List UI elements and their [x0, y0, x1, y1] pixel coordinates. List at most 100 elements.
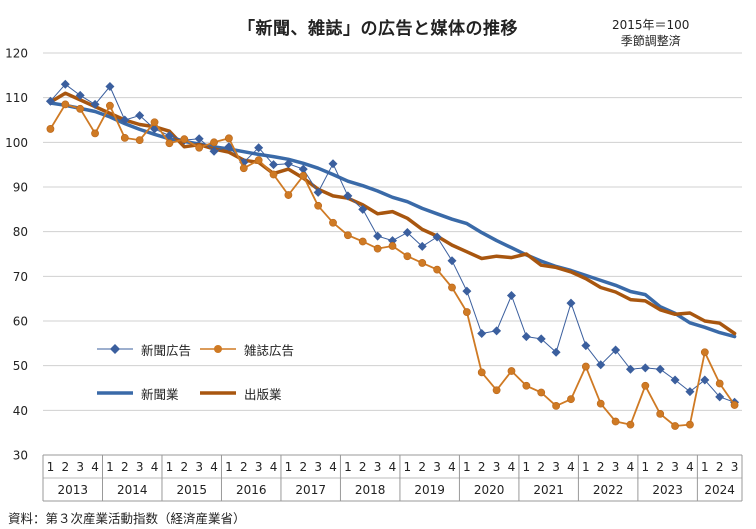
point-magazine-ad [686, 420, 694, 429]
point-magazine-ad [210, 138, 218, 147]
x-tick-quarter-label: 1 [47, 460, 55, 474]
chart-title: 「新聞、雑誌」の広告と媒体の推移 [238, 19, 518, 39]
point-newspaper-ad [462, 286, 472, 296]
point-magazine-ad [671, 422, 679, 430]
x-tick-quarter-label: 2 [478, 460, 486, 474]
x-tick-year-label: 2021 [533, 483, 564, 497]
x-tick-quarter-label: 1 [404, 460, 412, 474]
point-magazine-ad [329, 218, 337, 227]
x-tick-quarter-label: 4 [627, 460, 635, 474]
x-tick-quarter-label: 4 [151, 460, 159, 474]
x-tick-year-label: 2018 [355, 483, 386, 497]
x-tick-quarter-label: 2 [240, 460, 248, 474]
point-magazine-ad [343, 231, 352, 240]
point-newspaper-ad [343, 191, 353, 201]
point-newspaper-ad [447, 256, 457, 266]
legend-item-magazine-ad: 雑誌広告 [198, 340, 294, 358]
legend-label-magazine-ad: 雑誌広告 [244, 342, 295, 358]
point-newspaper-ad [120, 115, 130, 125]
x-tick-quarter-label: 2 [299, 460, 307, 474]
point-newspaper-ad [715, 392, 725, 402]
point-newspaper-ad [90, 99, 100, 109]
point-newspaper-ad [254, 143, 264, 153]
point-magazine-ad [700, 348, 709, 357]
point-magazine-ad [91, 129, 99, 138]
x-tick-quarter-label: 3 [374, 460, 382, 474]
legend-label-newspaper-ad: 新聞広告 [141, 342, 192, 358]
y-tick-label: 50 [13, 359, 28, 373]
x-tick-quarter-label: 3 [552, 460, 560, 474]
point-magazine-ad [120, 133, 129, 142]
point-newspaper-ad [700, 375, 710, 385]
x-tick-quarter-label: 3 [433, 460, 441, 474]
point-magazine-ad [269, 170, 278, 179]
legend-swatch-newspaper-ad [97, 344, 133, 354]
x-tick-year-label: 2019 [414, 483, 445, 497]
x-tick-quarter-label: 4 [448, 460, 456, 474]
x-tick-quarter-label: 4 [270, 460, 278, 474]
x-tick-quarter-label: 1 [106, 460, 114, 474]
point-newspaper-ad [373, 231, 383, 241]
point-newspaper-ad [358, 204, 368, 214]
x-tick-year-label: 2016 [236, 483, 267, 497]
point-newspaper-ad [298, 164, 308, 174]
x-tick-quarter-label: 2 [656, 460, 664, 474]
point-magazine-ad [507, 367, 516, 375]
point-magazine-ad [239, 164, 248, 173]
point-magazine-ad [358, 237, 367, 246]
x-tick-quarter-label: 2 [121, 460, 129, 474]
x-tick-year-label: 2015 [176, 483, 207, 497]
point-newspaper-ad [75, 90, 85, 100]
point-newspaper-ad [60, 79, 70, 89]
point-magazine-ad [76, 104, 85, 113]
x-tick-year-label: 2023 [652, 483, 683, 497]
x-tick-quarter-label: 1 [166, 460, 174, 474]
x-tick-quarter-label: 2 [359, 460, 367, 474]
x-tick-quarter-label: 2 [61, 460, 69, 474]
y-tick-label: 110 [5, 91, 28, 105]
x-tick-year-label: 2020 [474, 483, 505, 497]
point-magazine-ad [433, 265, 442, 274]
legend-swatch-publishing-industry [200, 391, 236, 395]
chart-note: 2015年＝100 季節調整済 [612, 17, 689, 49]
legend-item-newspaper-industry: 新聞業 [95, 384, 179, 402]
point-newspaper-ad [611, 345, 621, 355]
x-tick-quarter-label: 4 [567, 460, 575, 474]
point-magazine-ad [254, 156, 263, 165]
point-magazine-ad [715, 379, 724, 388]
point-magazine-ad [626, 420, 635, 429]
point-newspaper-ad [269, 160, 279, 170]
point-newspaper-ad [194, 134, 204, 144]
point-magazine-ad [180, 135, 189, 144]
x-tick-quarter-label: 4 [508, 460, 516, 474]
x-tick-quarter-label: 3 [493, 460, 501, 474]
x-tick-quarter-label: 2 [180, 460, 188, 474]
point-magazine-ad [611, 417, 620, 426]
x-tick-quarter-label: 2 [597, 460, 605, 474]
point-newspaper-ad [506, 291, 516, 301]
x-tick-quarter-label: 3 [314, 460, 322, 474]
point-magazine-ad [552, 401, 560, 410]
point-newspaper-ad [432, 232, 442, 242]
point-newspaper-ad [328, 159, 338, 169]
x-tick-year-label: 2014 [117, 483, 148, 497]
note-seasonal-adjustment: 季節調整済 [620, 34, 681, 48]
x-tick-year-label: 2013 [57, 483, 88, 497]
legend-label-publishing-industry: 出版業 [244, 386, 282, 402]
y-tick-label: 70 [13, 270, 28, 284]
point-newspaper-ad [521, 332, 531, 342]
point-magazine-ad [135, 136, 144, 144]
point-newspaper-ad [551, 347, 561, 357]
x-tick-quarter-label: 4 [329, 460, 337, 474]
point-magazine-ad [388, 242, 397, 250]
x-tick-quarter-label: 4 [210, 460, 218, 474]
point-magazine-ad [284, 191, 293, 199]
point-newspaper-ad [45, 96, 55, 106]
point-magazine-ad [448, 283, 456, 292]
y-tick-label: 60 [13, 315, 28, 329]
y-tick-label: 100 [5, 136, 28, 150]
point-magazine-ad [373, 244, 382, 253]
x-tick-quarter-label: 3 [731, 460, 739, 474]
point-magazine-ad [314, 201, 323, 210]
x-tick-year-label: 2024 [704, 483, 735, 497]
